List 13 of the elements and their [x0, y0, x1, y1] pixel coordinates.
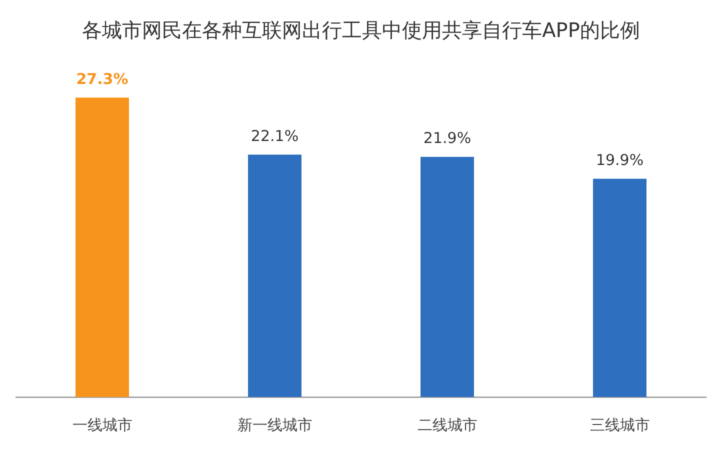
data-label: 27.3% [76, 70, 128, 88]
x-tick-label: 新一线城市 [237, 416, 312, 434]
x-tick-label: 二线城市 [417, 416, 478, 434]
data-label: 21.9% [423, 129, 472, 148]
bar [593, 178, 646, 397]
data-label: 22.1% [250, 127, 299, 146]
bar [248, 154, 302, 397]
bar [76, 98, 129, 397]
data-label: 19.9% [596, 151, 644, 170]
chart-title: 各城市网民在各种互联网出行工具中使用共享自行车APP的比例 [82, 18, 640, 42]
x-tick-label: 三线城市 [590, 416, 650, 434]
bar [420, 156, 474, 397]
x-tick-label: 一线城市 [72, 416, 132, 434]
